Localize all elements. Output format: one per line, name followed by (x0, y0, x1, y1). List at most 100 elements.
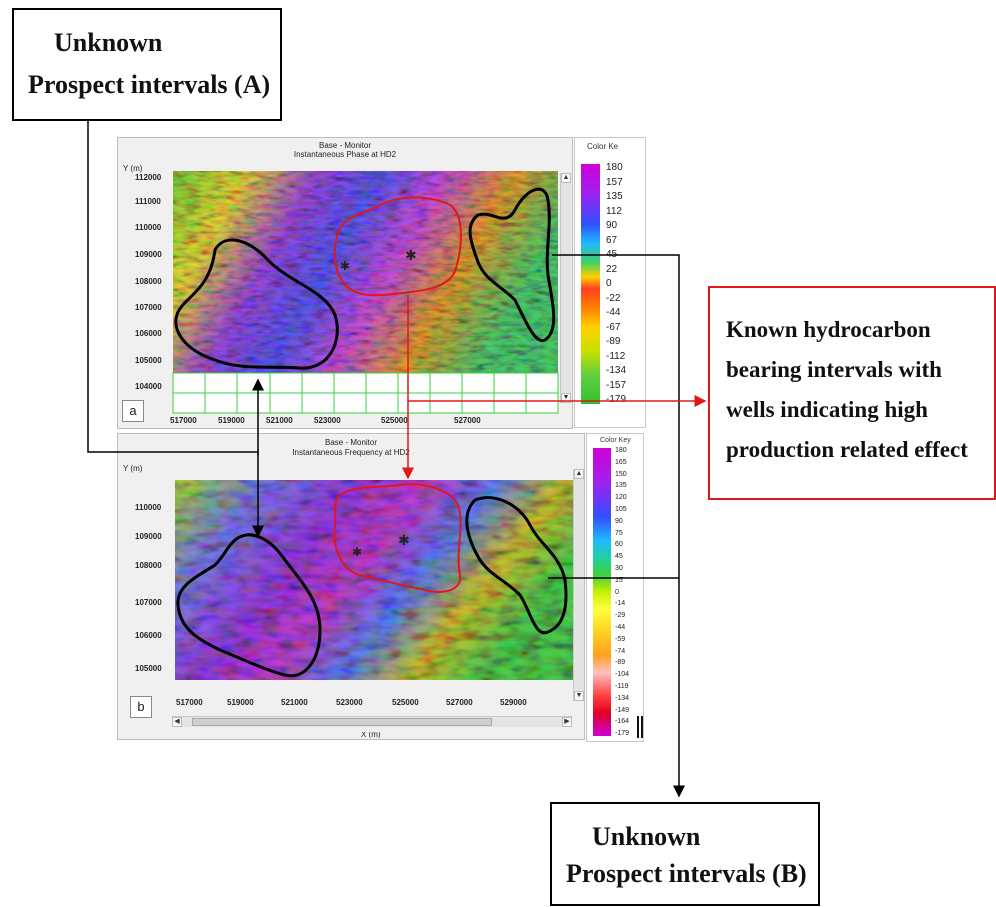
color-key-value: -22 (606, 292, 621, 304)
panel-b-color-key-bar (593, 448, 611, 736)
panel-a-instantaneous-phase: Base - Monitor Instantaneous Phase at HD… (117, 137, 573, 429)
panel-b-title-2: Instantaneous Frequency at HD2 (292, 448, 410, 457)
color-key-value: 15 (615, 576, 623, 584)
panel-a-y-axis-label: Y (m) (123, 164, 143, 173)
color-key-value: -134 (615, 694, 630, 702)
color-key-value: -29 (615, 612, 626, 620)
callout-prospect-a: Unknown Prospect intervals (A) (12, 8, 282, 121)
callout-known-intervals: Known hydrocarbon bearing intervals with… (708, 286, 996, 500)
color-key-value: -44 (615, 624, 626, 631)
panel-b-color-key: Color Key 180 165 150 135 120 105 90 75 … (586, 433, 644, 742)
color-key-value: 165 (615, 458, 627, 466)
panel-b-title-1: Base - Monitor (324, 438, 378, 447)
color-key-value: -14 (615, 600, 626, 608)
panel-b-horizontal-scrollbar[interactable]: ◀ ▶ (172, 716, 572, 727)
color-key-value: -59 (615, 635, 626, 643)
color-key-value: 60 (615, 541, 623, 549)
panel-a-y-tick: 107000 (135, 303, 162, 312)
color-key-value: 90 (606, 220, 618, 231)
color-key-value: 67 (606, 234, 618, 246)
panel-a-y-tick: 110000 (135, 223, 162, 232)
color-key-value: -104 (615, 671, 630, 679)
panel-a-color-key: Color Ke 180 157 135 112 90 67 45 22 0 -… (574, 137, 646, 428)
panel-a-title-2: Instantaneous Phase at HD2 (293, 150, 397, 159)
panel-b-y-tick: 105000 (135, 664, 162, 673)
panel-a-title-1: Base - Monitor (318, 141, 372, 150)
color-key-value: 150 (615, 470, 627, 478)
horizontal-scroll-thumb[interactable] (192, 718, 492, 726)
panel-a-y-tick: 111000 (135, 197, 161, 206)
panel-b-x-tick: 519000 (227, 698, 254, 707)
panel-b-vertical-scrollbar[interactable]: ▲ ▼ (573, 469, 584, 701)
color-key-value: 90 (615, 517, 623, 525)
panel-b-y-tick: 110000 (135, 503, 162, 512)
panel-a-y-tick: 106000 (135, 329, 162, 338)
color-key-value: 30 (615, 565, 623, 572)
panel-b-x-tick: 523000 (336, 698, 363, 707)
scroll-down-icon[interactable]: ▼ (561, 393, 571, 403)
scroll-left-icon[interactable]: ◀ (172, 717, 182, 727)
panel-b-label: b (130, 696, 152, 718)
color-key-value: 45 (615, 553, 623, 561)
panel-b-x-tick: 517000 (176, 698, 203, 707)
panel-b-x-axis-label: X (m) (361, 732, 381, 738)
text-cursor-icon (637, 716, 643, 738)
callout-prospect-a-line1: Unknown (54, 28, 163, 57)
callout-known-line1: Known hydrocarbon (726, 317, 931, 342)
panel-b-instantaneous-frequency: Base - Monitor Instantaneous Frequency a… (117, 433, 585, 740)
color-key-value: 112 (606, 205, 622, 217)
panel-a-x-tick: 523000 (314, 416, 341, 425)
color-key-value: -149 (615, 706, 630, 714)
panel-a-color-key-bar (581, 164, 600, 404)
color-key-value: 120 (615, 494, 627, 502)
panel-b-y-tick: 108000 (135, 561, 162, 570)
panel-a-y-tick: 105000 (135, 356, 162, 365)
panel-a-y-tick: 109000 (135, 250, 162, 259)
color-key-value: -157 (606, 379, 627, 391)
panel-b-y-tick: 107000 (135, 598, 162, 607)
panel-b-y-tick: 109000 (135, 532, 162, 541)
color-key-value: -44 (606, 307, 621, 318)
panel-b-y-tick: 106000 (135, 631, 162, 640)
callout-prospect-b-line1: Unknown (592, 822, 701, 851)
color-key-value: -134 (606, 365, 627, 376)
panel-a-y-tick: 108000 (135, 277, 162, 286)
panel-a-x-tick: 519000 (218, 416, 245, 425)
panel-b-color-key-title: Color Key (600, 437, 631, 444)
color-key-value: -67 (606, 321, 621, 333)
color-key-value: -119 (615, 683, 629, 690)
color-key-value: 45 (606, 249, 618, 260)
color-key-value: 135 (606, 191, 623, 202)
callout-known-line3: wells indicating high (726, 397, 928, 422)
panel-a-color-key-title: Color Ke (587, 142, 619, 151)
panel-a-label: a (122, 400, 144, 422)
panel-a-x-tick: 517000 (170, 416, 197, 425)
panel-a-y-tick: 112000 (135, 173, 162, 182)
panel-a-x-tick: 525000 (381, 416, 408, 425)
color-key-value: 180 (606, 162, 623, 173)
color-key-value: -89 (606, 336, 621, 347)
color-key-value: -89 (615, 659, 626, 667)
scroll-down-icon[interactable]: ▼ (574, 691, 584, 701)
color-key-value: -74 (615, 647, 626, 655)
panel-b-x-tick: 529000 (500, 698, 527, 707)
scroll-up-icon[interactable]: ▲ (574, 469, 584, 479)
color-key-value: 0 (606, 278, 612, 289)
panel-b-x-tick: 527000 (446, 698, 473, 707)
panel-b-x-tick: 525000 (392, 698, 419, 707)
callout-prospect-b: Unknown Prospect intervals (B) (550, 802, 820, 906)
scroll-up-icon[interactable]: ▲ (561, 173, 571, 183)
color-key-value: 180 (615, 447, 627, 454)
color-key-value: 105 (615, 506, 627, 513)
panel-a-x-tick: 527000 (454, 416, 481, 425)
color-key-value: -179 (606, 394, 627, 405)
callout-known-line4: production related effect (726, 437, 968, 462)
color-key-value: 22 (606, 263, 618, 275)
color-key-value: 0 (615, 588, 619, 596)
panel-a-y-tick: 104000 (135, 382, 162, 391)
callout-prospect-b-line2: Prospect intervals (B) (566, 859, 807, 888)
scroll-right-icon[interactable]: ▶ (562, 717, 572, 727)
panel-a-vertical-scrollbar[interactable]: ▲ ▼ (560, 173, 571, 403)
color-key-value: 75 (615, 529, 623, 537)
color-key-value: -179 (615, 730, 630, 738)
